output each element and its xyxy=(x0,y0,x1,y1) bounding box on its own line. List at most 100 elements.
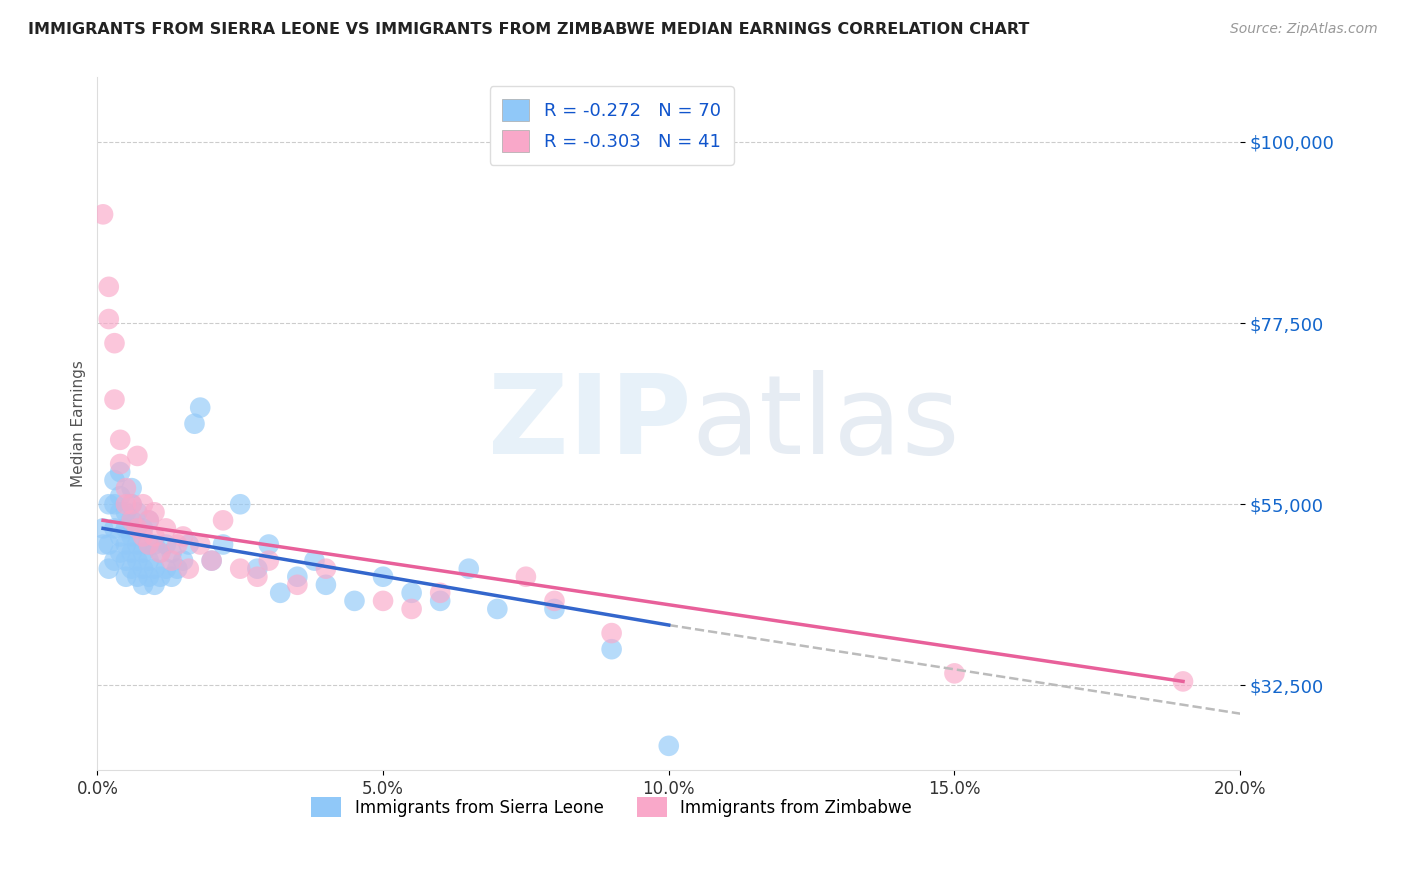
Point xyxy=(229,497,252,511)
Point xyxy=(115,553,138,567)
Point xyxy=(229,562,252,576)
Point xyxy=(103,497,125,511)
Point xyxy=(127,553,149,567)
Point xyxy=(285,578,308,592)
Point xyxy=(108,505,131,519)
Point xyxy=(315,578,337,592)
Point xyxy=(121,529,143,543)
Point xyxy=(103,336,125,351)
Point xyxy=(143,537,166,551)
Point xyxy=(401,586,423,600)
Point xyxy=(371,594,394,608)
Point xyxy=(143,562,166,576)
Point xyxy=(138,537,160,551)
Point xyxy=(97,497,120,511)
Point xyxy=(132,497,155,511)
Point xyxy=(115,497,138,511)
Point xyxy=(127,570,149,584)
Point xyxy=(115,481,138,495)
Point xyxy=(103,473,125,487)
Point xyxy=(543,602,565,616)
Point xyxy=(160,545,183,559)
Point xyxy=(108,545,131,559)
Point xyxy=(246,562,269,576)
Point xyxy=(201,553,224,567)
Point xyxy=(115,505,138,519)
Point xyxy=(97,280,120,294)
Text: ZIP: ZIP xyxy=(488,370,692,477)
Point xyxy=(127,521,149,535)
Point xyxy=(155,521,177,535)
Point xyxy=(543,594,565,608)
Point xyxy=(121,497,143,511)
Point xyxy=(246,570,269,584)
Point xyxy=(103,521,125,535)
Point xyxy=(121,545,143,559)
Point xyxy=(91,537,114,551)
Point xyxy=(315,562,337,576)
Point xyxy=(172,553,194,567)
Point xyxy=(269,586,291,600)
Point xyxy=(166,537,188,551)
Point xyxy=(201,553,224,567)
Point xyxy=(121,481,143,495)
Point xyxy=(121,562,143,576)
Point xyxy=(108,457,131,471)
Point xyxy=(172,529,194,543)
Point xyxy=(91,207,114,221)
Point xyxy=(457,562,479,576)
Point xyxy=(429,586,451,600)
Point xyxy=(304,553,326,567)
Point xyxy=(212,537,235,551)
Text: IMMIGRANTS FROM SIERRA LEONE VS IMMIGRANTS FROM ZIMBABWE MEDIAN EARNINGS CORRELA: IMMIGRANTS FROM SIERRA LEONE VS IMMIGRAN… xyxy=(28,22,1029,37)
Point xyxy=(343,594,366,608)
Point xyxy=(166,562,188,576)
Point xyxy=(149,545,172,559)
Point xyxy=(257,553,280,567)
Point xyxy=(257,537,280,551)
Y-axis label: Median Earnings: Median Earnings xyxy=(72,360,86,487)
Legend: Immigrants from Sierra Leone, Immigrants from Zimbabwe: Immigrants from Sierra Leone, Immigrants… xyxy=(305,790,918,824)
Point xyxy=(149,545,172,559)
Point xyxy=(177,537,200,551)
Point xyxy=(121,513,143,527)
Point xyxy=(143,505,166,519)
Point xyxy=(658,739,681,753)
Point xyxy=(132,521,155,535)
Point xyxy=(108,489,131,503)
Point xyxy=(127,449,149,463)
Point xyxy=(97,537,120,551)
Point xyxy=(97,562,120,576)
Point xyxy=(108,529,131,543)
Point xyxy=(138,537,160,551)
Point xyxy=(138,513,160,527)
Point xyxy=(183,417,205,431)
Point xyxy=(121,497,143,511)
Point xyxy=(121,513,143,527)
Point xyxy=(127,537,149,551)
Point xyxy=(103,553,125,567)
Point xyxy=(160,553,183,567)
Point xyxy=(371,570,394,584)
Point xyxy=(943,666,966,681)
Point xyxy=(1171,674,1194,689)
Point xyxy=(115,570,138,584)
Point xyxy=(149,570,172,584)
Point xyxy=(132,562,155,576)
Point xyxy=(103,392,125,407)
Point xyxy=(91,521,114,535)
Point xyxy=(108,465,131,479)
Point xyxy=(132,545,155,559)
Point xyxy=(127,505,149,519)
Point xyxy=(600,626,623,640)
Point xyxy=(188,537,211,551)
Point xyxy=(486,602,509,616)
Point xyxy=(138,570,160,584)
Point xyxy=(138,553,160,567)
Point xyxy=(515,570,537,584)
Point xyxy=(212,513,235,527)
Point xyxy=(115,537,138,551)
Point xyxy=(160,570,183,584)
Point xyxy=(143,578,166,592)
Point xyxy=(132,578,155,592)
